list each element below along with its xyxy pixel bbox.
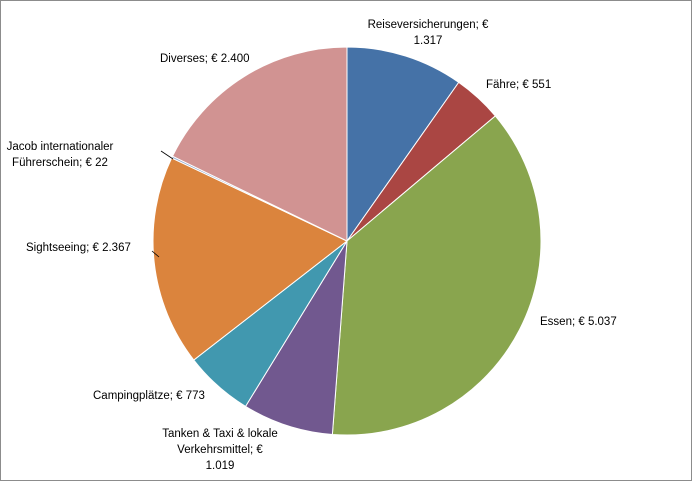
data-label-essen: Essen; € 5.037 [540,314,617,330]
data-label-line: Campingplätze; € 773 [93,390,205,402]
data-label-line: Essen; € 5.037 [540,316,617,328]
data-label-line: Verkehrsmittel; € [177,444,263,456]
data-label-line: Reiseversicherungen; € [367,19,489,31]
data-label-diverses: Diverses; € 2.400 [160,51,250,67]
data-label-fähre: Fähre; € 551 [486,77,551,93]
data-label-line: Diverses; € 2.400 [160,53,250,65]
data-label-line: 1.317 [413,35,443,47]
data-label-sightseeing: Sightseeing; € 2.367 [26,240,131,256]
data-label-line: Fähre; € 551 [486,79,552,91]
data-label-line: Führerschein; € 22 [12,157,108,169]
pie-slice-reiseversicherungen [346,46,460,243]
data-label-jacob-internationaler-führerschein: Jacob internationaler Führerschein; € 22 [2,139,118,171]
pie-slice-sightseeing [152,157,348,361]
data-label-line: 1.019 [205,460,235,472]
data-label-line: Tanken & Taxi & lokale [162,428,278,440]
pie-slice-diverses [171,46,348,242]
pie-slice-essen [331,115,542,436]
leader-line [151,250,160,258]
data-label-line: Sightseeing; € 2.367 [26,242,131,254]
data-label-campingplätze: Campingplätze; € 773 [93,388,205,404]
data-label-line: Jacob internationaler [6,141,114,153]
data-label-tanken-taxi-lokale-verkehrsmittel: Tanken & Taxi & lokale Verkehrsmittel; € 1… [155,426,285,474]
leader-line [160,150,174,160]
data-label-reiseversicherungen: Reiseversicherungen; € 1.317 [353,17,503,49]
